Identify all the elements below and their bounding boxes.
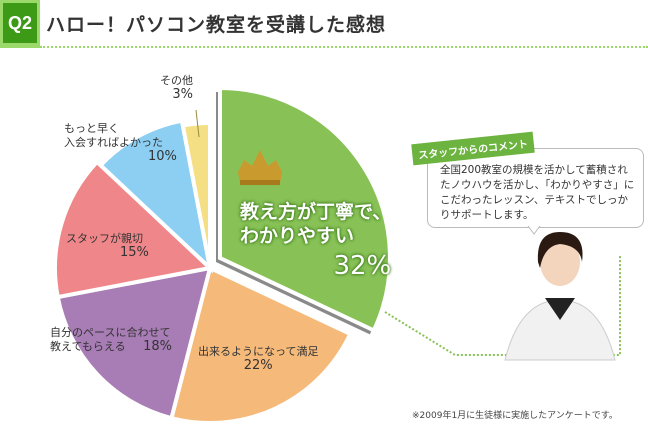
pie-slice [218, 85, 392, 334]
divider [40, 46, 648, 48]
pie-slice [180, 120, 212, 269]
label-pace: 自分のペースに合わせて 教えてもらえる 18% [50, 326, 172, 354]
label-satisfied: 出来るようになって満足 22% [198, 345, 319, 373]
pie-slice [53, 159, 215, 300]
label-kind: スタッフが親切 15% [66, 232, 149, 260]
crown-icon [238, 150, 282, 185]
footnote: ※2009年1月に生徒様に実施したアンケートです。 [412, 411, 618, 421]
leader-line [195, 109, 200, 138]
label-top: 教え方が丁寧で、 わかりやすい 32% [240, 201, 392, 281]
question-badge: Q2 [0, 0, 40, 48]
page-title: ハロー！パソコン教室を受講した感想 [46, 14, 387, 36]
label-other: その他 3% [160, 74, 193, 102]
comment-bubble: 全国200教室の規模を活かして蓄積されたノウハウを活かし、「わかりやすさ」にこだ… [427, 148, 644, 228]
label-soon: もっと早く 入会すればよかった 10% [64, 122, 177, 164]
pie-slice [55, 265, 213, 421]
staff-photo [504, 232, 616, 361]
pie-slice [97, 118, 214, 274]
pie-slice [169, 265, 353, 425]
